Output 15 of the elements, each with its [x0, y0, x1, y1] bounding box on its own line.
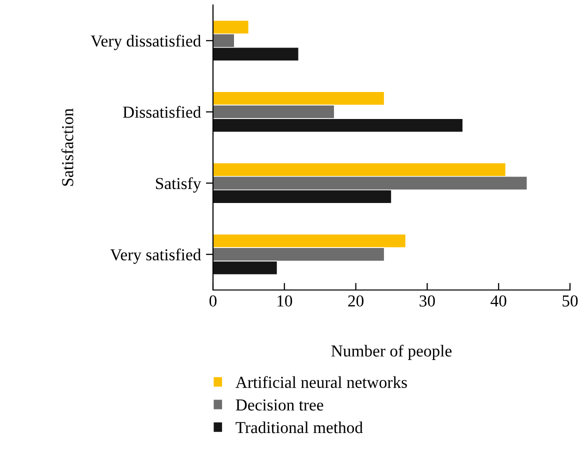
x-axis-title: Number of people [331, 344, 452, 360]
y-tick-label: Very satisfied [110, 248, 201, 264]
x-tick-label: 30 [420, 295, 435, 307]
y-tick-label: Very dissatisfied [90, 34, 201, 50]
x-tick-label: 20 [348, 295, 364, 307]
y-tick-label: Dissatisfied [122, 106, 201, 118]
x-tick-label: 10 [278, 295, 292, 307]
x-tick-label: 50 [562, 295, 578, 307]
x-tick-label: 40 [490, 295, 506, 307]
y-tick-label: Satisfy [156, 177, 202, 193]
legend-label: Traditional method [236, 421, 363, 434]
legend-label: Decision tree [236, 399, 324, 411]
legend-label: Artificial neural networks [236, 376, 407, 388]
x-tick-label: 0 [209, 295, 217, 307]
y-axis-title: Satisfaction [61, 108, 74, 186]
